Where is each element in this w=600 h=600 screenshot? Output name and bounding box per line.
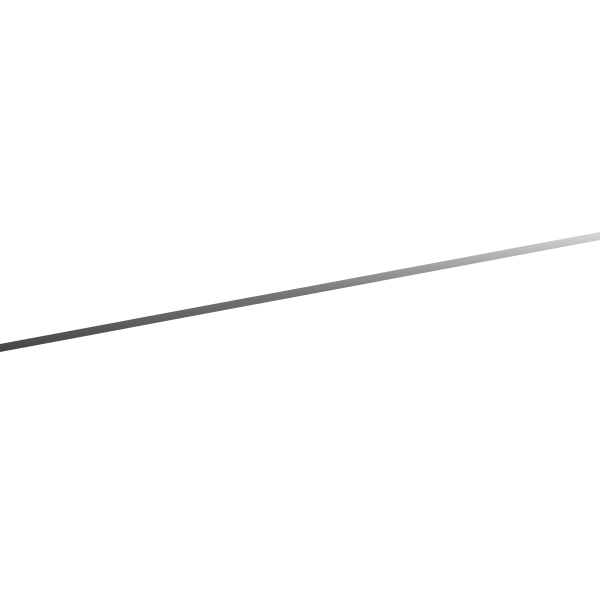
- gene-panel: [0, 205, 600, 345]
- genome-backbone: [0, 232, 600, 352]
